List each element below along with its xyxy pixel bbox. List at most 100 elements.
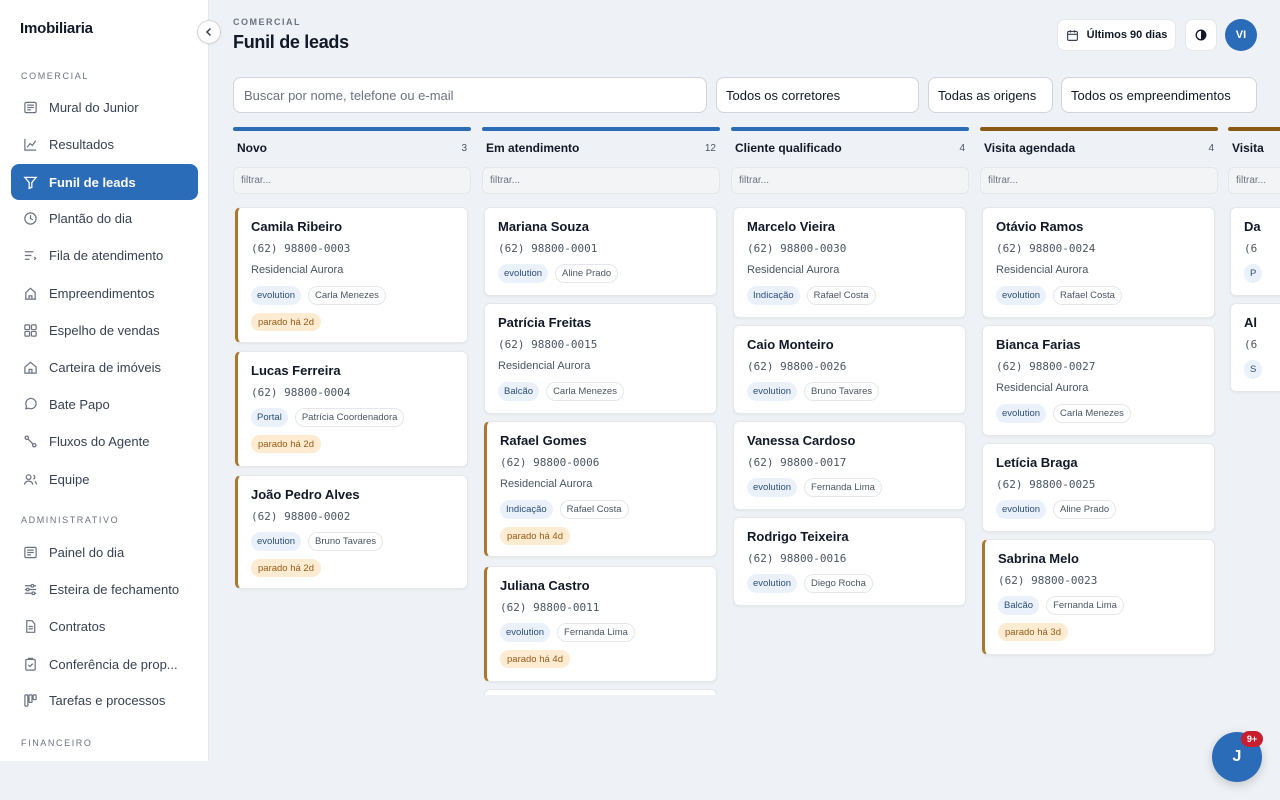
sidebar-item-conferencia-de-propostas[interactable]: Conferência de prop...	[11, 646, 198, 682]
chat-launcher-button[interactable]: J	[1212, 732, 1262, 782]
lead-broker-tag: Fernanda Lima	[557, 623, 635, 642]
chart-line-icon	[22, 136, 38, 152]
origin-filter-select[interactable]: Todas as origens	[928, 77, 1053, 113]
lead-card[interactable]: Juliana Castro (62) 98800-0011 evolution Fe…	[484, 566, 717, 682]
sidebar-item-plantao-do-dia[interactable]: Plantão do dia	[11, 200, 198, 236]
sidebar-item-label: Esteira de fechamento	[49, 581, 180, 597]
lead-card[interactable]: Rafael Gomes (62) 98800-0006 Residencial A…	[484, 421, 717, 557]
lead-card[interactable]: Caio Monteiro (62) 98800-0026 evolution Bru…	[733, 325, 966, 414]
project-filter-select[interactable]: Todos os empreendimentos	[1061, 77, 1257, 113]
column-count: 3	[461, 143, 467, 154]
stale-badge: parado há 2d	[251, 435, 321, 453]
sidebar-item-fila-de-atendimento[interactable]: Fila de atendimento	[11, 237, 198, 273]
lead-tags: Balcão Fernanda Lima	[998, 596, 1124, 615]
sidebar-item-tarefas-e-processos[interactable]: Tarefas e processos	[11, 682, 198, 718]
sidebar-item-equipe[interactable]: Equipe	[11, 461, 198, 497]
lead-broker-tag: Aline Prado	[555, 264, 619, 283]
lead-card[interactable]: Otávio Ramos (62) 98800-0024 Residencial A…	[982, 207, 1215, 318]
sidebar-item-label: Tarefas e processos	[49, 692, 166, 708]
kanban-column: Em atendimento 12 Mariana Souza (62) 98800-…	[482, 127, 720, 695]
kanban-column: Visita Da (6 P Al (6 S	[1228, 127, 1280, 695]
lead-card[interactable]: Lucas Ferreira (62) 98800-0004 Portal Patrí…	[235, 351, 468, 467]
lead-card[interactable]	[484, 689, 717, 695]
lead-tags: S	[1244, 360, 1263, 379]
lead-phone: (62) 98800-0017	[747, 456, 847, 469]
contrast-icon	[1195, 29, 1207, 41]
column-filter-input[interactable]	[1228, 167, 1280, 194]
lead-tags: evolution Carla Menezes	[996, 404, 1131, 423]
lead-name: Rodrigo Teixeira	[747, 529, 849, 544]
lead-name: Al	[1244, 315, 1257, 330]
lead-card[interactable]: Patrícia Freitas (62) 98800-0015 Residenci…	[484, 303, 717, 414]
sidebar-item-painel-do-dia[interactable]: Painel do dia	[11, 534, 198, 570]
sidebar-item-label: Funil de leads	[49, 174, 136, 190]
column-title: Visita agendada	[984, 141, 1076, 155]
lead-search-input[interactable]	[233, 77, 707, 113]
lead-card[interactable]: Camila Ribeiro (62) 98800-0003 Residencial…	[235, 207, 468, 343]
lead-name: Caio Monteiro	[747, 337, 834, 352]
building-icon	[22, 285, 38, 301]
kanban-column: Novo 3 Camila Ribeiro (62) 98800-0003 Reside…	[233, 127, 471, 695]
period-selector-button[interactable]: Últimos 90 dias	[1057, 19, 1176, 51]
lead-source-tag: evolution	[251, 286, 302, 305]
sidebar-item-label: Resultados	[49, 136, 115, 152]
lead-source-tag: evolution	[996, 286, 1047, 305]
page-eyebrow: COMERCIAL	[233, 17, 301, 27]
kanban-column: Visita agendada 4 Otávio Ramos (62) 98800-0…	[980, 127, 1218, 695]
sidebar-item-carteira-de-imoveis[interactable]: Carteira de imóveis	[11, 349, 198, 385]
chevron-left-icon	[204, 27, 214, 37]
lead-card[interactable]: Vanessa Cardoso (62) 98800-0017 evolution F…	[733, 421, 966, 510]
lead-project: Residencial Aurora	[498, 360, 591, 372]
user-avatar[interactable]: VI	[1225, 19, 1257, 51]
broker-filter-select[interactable]: Todos os corretores	[716, 77, 919, 113]
sidebar-item-fluxos-do-agente[interactable]: Fluxos do Agente	[11, 423, 198, 459]
sidebar-item-mural-do-junior[interactable]: Mural do Junior	[11, 89, 198, 125]
sidebar-item-contratos[interactable]: Contratos	[11, 608, 198, 644]
lead-broker-tag: Rafael Costa	[806, 286, 876, 305]
stale-badge: parado há 3d	[998, 623, 1068, 641]
lead-card[interactable]: João Pedro Alves (62) 98800-0002 evolution…	[235, 475, 468, 589]
lead-card[interactable]: Marcelo Vieira (62) 98800-0030 Residencial…	[733, 207, 966, 318]
sidebar-item-resultados[interactable]: Resultados	[11, 126, 198, 162]
lead-card[interactable]: Da (6 P	[1230, 207, 1280, 296]
sidebar-item-bate-papo[interactable]: Bate Papo	[11, 386, 198, 422]
lead-source-tag: evolution	[498, 264, 549, 283]
column-title: Cliente qualificado	[735, 141, 842, 155]
lead-name: Camila Ribeiro	[251, 219, 343, 234]
brand-logo[interactable]: Imobiliaria	[20, 20, 93, 37]
chat-bubble-icon	[22, 396, 38, 412]
lead-card[interactable]: Letícia Braga (62) 98800-0025 evolution Ali…	[982, 443, 1215, 532]
column-title: Novo	[237, 141, 267, 155]
column-filter-input[interactable]	[731, 167, 969, 194]
sidebar-item-funil-de-leads[interactable]: Funil de leads	[11, 164, 198, 200]
lead-project: Residencial Aurora	[747, 264, 840, 276]
lead-phone: (62) 98800-0026	[747, 360, 847, 373]
sidebar-item-esteira-de-fechamento[interactable]: Esteira de fechamento	[11, 571, 198, 607]
sidebar-item-empreendimentos[interactable]: Empreendimentos	[11, 275, 198, 311]
theme-toggle-button[interactable]	[1185, 19, 1217, 51]
lead-card[interactable]: Al (6 S	[1230, 303, 1280, 392]
column-filter-input[interactable]	[482, 167, 720, 194]
section-title-administrativo: ADMINISTRATIVO	[21, 515, 120, 525]
sidebar-item-espelho-de-vendas[interactable]: Espelho de vendas	[11, 312, 198, 348]
lead-broker-tag: Bruno Tavares	[308, 532, 384, 551]
column-filter-input[interactable]	[233, 167, 471, 194]
stale-badge: parado há 4d	[500, 650, 570, 668]
sidebar-item-label: Fila de atendimento	[49, 247, 164, 263]
users-icon	[22, 471, 38, 487]
calendar-icon	[1066, 29, 1079, 42]
lead-card[interactable]: Sabrina Melo (62) 98800-0023 Balcão Fernand…	[982, 539, 1215, 655]
column-count: 12	[704, 143, 716, 154]
lead-tags: Indicação Rafael Costa	[500, 500, 629, 519]
lead-tags: evolution Aline Prado	[498, 264, 619, 283]
document-icon	[22, 618, 38, 634]
lead-broker-tag: Carla Menezes	[546, 382, 624, 401]
lead-card[interactable]: Mariana Souza (62) 98800-0001 evolution Ali…	[484, 207, 717, 296]
column-filter-input[interactable]	[980, 167, 1218, 194]
lead-card[interactable]: Bianca Farias (62) 98800-0027 Residencial …	[982, 325, 1215, 436]
collapse-sidebar-button[interactable]	[197, 20, 221, 44]
lead-tags: evolution Carla Menezes	[251, 286, 386, 305]
lead-card[interactable]: Rodrigo Teixeira (62) 98800-0016 evolution…	[733, 517, 966, 606]
lead-name: João Pedro Alves	[251, 487, 360, 502]
lead-tags: P	[1244, 264, 1263, 283]
